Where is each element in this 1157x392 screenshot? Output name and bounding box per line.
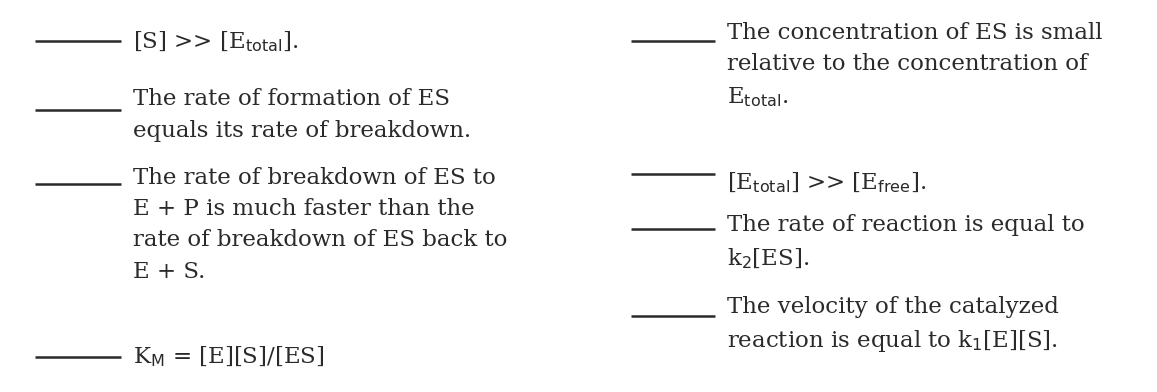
Text: The velocity of the catalyzed
reaction is equal to k$_{\rm 1}$[E][S].: The velocity of the catalyzed reaction i… xyxy=(727,296,1059,354)
Text: [E$_{\rm total}$] >> [E$_{\rm free}$].: [E$_{\rm total}$] >> [E$_{\rm free}$]. xyxy=(727,171,926,195)
Text: The rate of formation of ES
equals its rate of breakdown.: The rate of formation of ES equals its r… xyxy=(133,88,471,142)
Text: [S] >> [E$_{\rm total}$].: [S] >> [E$_{\rm total}$]. xyxy=(133,29,299,54)
Text: K$_{\rm M}$ = [E][S]/[ES]: K$_{\rm M}$ = [E][S]/[ES] xyxy=(133,344,325,369)
Text: The rate of reaction is equal to
k$_{\rm 2}$[ES].: The rate of reaction is equal to k$_{\rm… xyxy=(727,214,1084,271)
Text: The rate of breakdown of ES to
E + P is much faster than the
rate of breakdown o: The rate of breakdown of ES to E + P is … xyxy=(133,167,508,283)
Text: The concentration of ES is small
relative to the concentration of
E$_{\rm total}: The concentration of ES is small relativ… xyxy=(727,22,1103,109)
